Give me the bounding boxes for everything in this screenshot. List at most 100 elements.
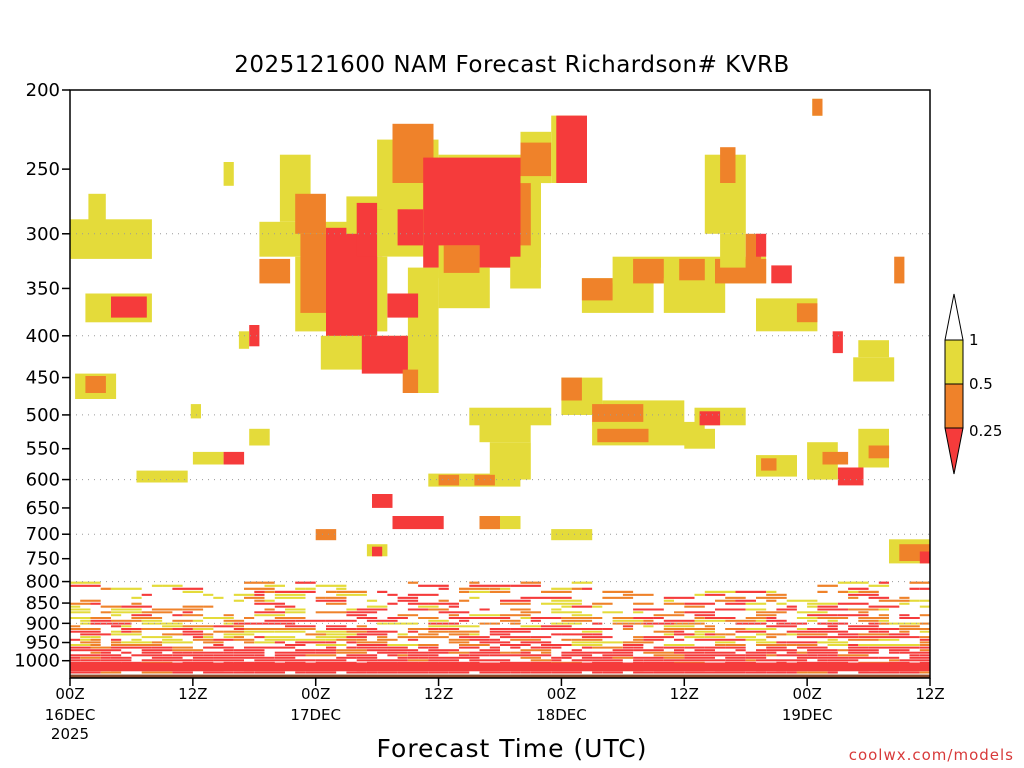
pbl-streak [807,671,828,674]
pbl-streak [346,611,378,614]
pbl-streak [90,646,111,649]
pbl-streak [571,605,593,608]
pbl-streak [438,587,449,590]
pbl-streak [848,625,879,628]
pbl-streak [878,630,889,633]
pbl-streak [653,614,685,617]
pbl-streak [172,628,193,630]
y-tick-label-250: 250 [26,159,60,180]
pbl-streak [561,656,572,659]
pbl-streak [223,630,245,633]
pbl-streak [428,630,449,633]
pbl-streak [909,599,920,602]
pbl-streak [428,656,459,659]
pbl-streak [438,611,470,614]
pbl-streak [899,628,930,630]
ri-region-50 [561,377,582,401]
pbl-streak [541,628,572,630]
pbl-streak [899,659,910,662]
pbl-streak [346,636,367,639]
pbl-streak [704,590,736,593]
pbl-streak [233,671,244,674]
pbl-streak [192,651,224,654]
pbl-streak [899,625,920,628]
pbl-streak [520,649,552,652]
pbl-streak [735,636,756,639]
pbl-streak [561,638,572,641]
pbl-streak [336,587,347,590]
pbl-streak [848,651,879,654]
pbl-streak [203,633,214,636]
pbl-streak [858,633,889,636]
pbl-streak [254,602,285,605]
pbl-streak [520,611,541,614]
pbl-streak [909,659,930,662]
pbl-streak [796,644,818,646]
pbl-streak [305,625,316,628]
pbl-streak [182,605,204,608]
pbl-streak [756,638,767,641]
credit-link[interactable]: coolwx.com/models [848,746,1014,764]
ri-region-6 [136,470,188,483]
pbl-streak [715,644,726,646]
pbl-streak [244,671,255,674]
pbl-streak [459,636,490,639]
pbl-streak [796,636,828,639]
pbl-streak [254,590,265,593]
pbl-streak [90,649,122,652]
pbl-streak [684,605,705,608]
pbl-streak [387,654,398,657]
pbl-streak [899,630,910,633]
pbl-streak [213,644,224,646]
pbl-streak [387,617,408,619]
pbl-streak [592,646,623,649]
pbl-streak [213,638,234,641]
x-axis-label: Forecast Time (UTC) [376,734,648,763]
pbl-streak [80,638,91,641]
pbl-streak [100,605,122,608]
pbl-streak [203,605,214,608]
pbl-streak [285,630,306,633]
pbl-streak [459,599,470,602]
pbl-streak [377,638,398,641]
pbl-streak [756,596,787,599]
pbl-streak [715,608,746,611]
pbl-streak [264,584,285,587]
pbl-streak [878,608,889,611]
pbl-streak [643,638,664,641]
ri-region-5 [85,376,106,393]
pbl-streak [827,625,838,628]
pbl-streak [643,625,654,628]
pbl-streak [551,599,582,602]
pbl-streak [274,605,296,608]
pbl-streak [827,654,838,657]
pbl-streak [807,651,838,654]
ri-region-36 [520,142,552,177]
colorbar-bin-0 [944,339,964,385]
pbl-streak [244,628,265,630]
pbl-streak [899,614,910,617]
pbl-streak [469,590,490,593]
pbl-streak [919,622,930,625]
pbl-streak [203,617,234,619]
pbl-streak [448,622,459,625]
pbl-streak [182,614,204,617]
pbl-streak [111,587,142,590]
pbl-streak [356,625,367,628]
pbl-streak [889,651,900,654]
pbl-streak [704,636,726,639]
pbl-streak [315,644,347,646]
pbl-streak [786,641,818,644]
pbl-streak [121,630,132,633]
ri-region-54 [597,428,649,443]
pbl-streak [356,646,378,649]
pbl-streak [674,611,685,614]
pbl-streak [520,656,541,659]
pbl-streak [878,581,889,584]
pbl-streak [776,641,787,644]
ri-region-60 [663,278,726,313]
pbl-streak [111,614,122,617]
pbl-streak [131,644,163,646]
pbl-streak [366,671,378,674]
ri-region-16 [295,193,326,234]
